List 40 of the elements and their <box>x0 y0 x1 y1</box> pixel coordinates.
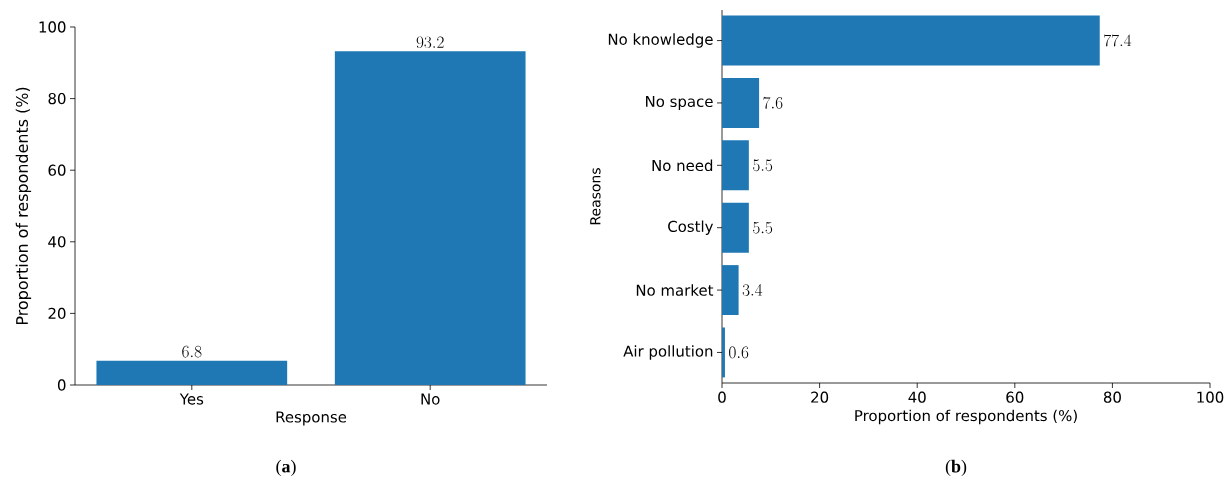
data-label: 93.2 <box>416 36 444 49</box>
y-tick-label: Costly <box>668 220 714 235</box>
y-tick-label: No market <box>636 284 714 296</box>
bar <box>722 265 739 316</box>
y-tick-label: No space <box>646 95 713 110</box>
bar <box>722 202 749 253</box>
data-label: 3.4 <box>742 284 763 296</box>
y-tick-label: No knowledge <box>608 33 713 48</box>
data-label: 5.5 <box>753 221 773 234</box>
data-label: 77.4 <box>1104 34 1132 47</box>
data-label: 6.8 <box>182 345 202 358</box>
x-tick-label: 0 <box>718 391 726 403</box>
bar <box>722 77 760 128</box>
y-tick-label: 100 <box>39 21 66 33</box>
x-tick-label: 60 <box>1006 391 1024 403</box>
text: (a) <box>276 459 296 477</box>
data-label: 5.5 <box>753 159 773 172</box>
bar <box>722 140 749 191</box>
y-tick-label: 0 <box>57 379 66 391</box>
y-axis-title: Proportion of respondents (%) <box>15 87 32 325</box>
x-tick-label: No <box>421 393 440 405</box>
bar <box>722 15 1100 66</box>
y-tick-label: 40 <box>48 236 66 248</box>
y-tick-label: 60 <box>48 164 66 176</box>
y-tick-label: Air pollution <box>623 345 713 360</box>
x-axis-title: Response <box>276 411 347 426</box>
x-tick-label: Yes <box>179 393 204 405</box>
y-tick-label: 80 <box>48 92 66 105</box>
text: (b) <box>945 459 967 477</box>
x-tick-label: 100 <box>1197 391 1224 403</box>
bar <box>722 327 725 378</box>
x-tick-label: 80 <box>1103 391 1121 403</box>
x-tick-label: 40 <box>908 391 926 403</box>
y-axis-title: Reasons <box>590 168 601 225</box>
y-tick-label: No need <box>652 159 713 172</box>
y-tick-label: 20 <box>48 307 66 320</box>
x-tick-label: 20 <box>811 391 829 403</box>
data-label: 0.6 <box>729 346 749 359</box>
x-axis-title: Proportion of respondents (%) <box>855 409 1077 425</box>
data-label: 7.6 <box>763 96 783 109</box>
